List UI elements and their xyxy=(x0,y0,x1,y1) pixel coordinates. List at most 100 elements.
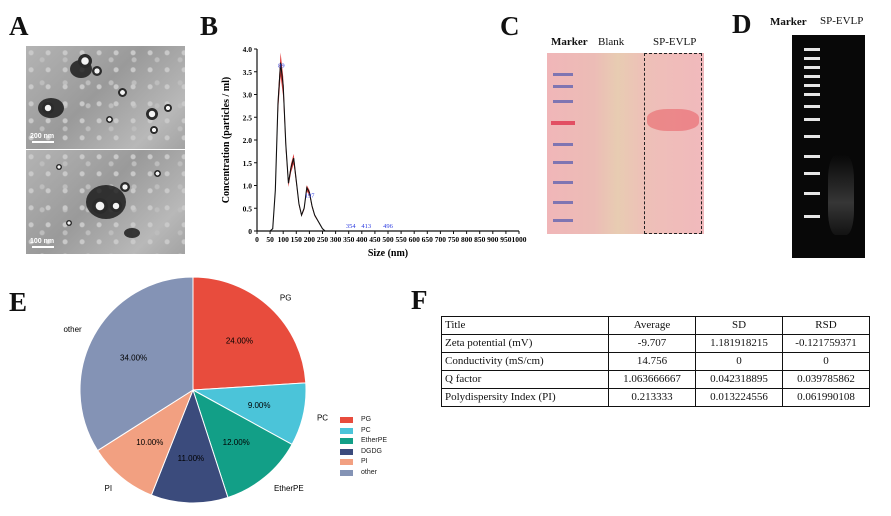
peak-annotation: 496 xyxy=(383,223,394,230)
gel-c-sample-label: SP-EVLP xyxy=(653,36,697,48)
table-cell: 14.756 xyxy=(608,352,696,371)
table-cell: Q factor xyxy=(441,370,609,389)
legend-label: PC xyxy=(361,426,371,434)
x-tick-label: 950 xyxy=(500,235,512,244)
zeta-table: Title Average SD RSD Zeta potential (mV)… xyxy=(441,316,870,407)
table-cell: 0.061990108 xyxy=(782,388,870,407)
table-cell: Conductivity (mS/cm) xyxy=(441,352,609,371)
y-tick-label: 4.0 xyxy=(243,45,253,54)
pie-category-label: PI xyxy=(104,484,112,493)
nta-error-band xyxy=(270,52,519,232)
table-cell: Zeta potential (mV) xyxy=(441,334,609,353)
pie-slice-pg xyxy=(192,276,307,391)
legend-label: PG xyxy=(361,416,372,423)
sds-page-gel xyxy=(547,53,704,234)
x-tick-label: 600 xyxy=(409,235,421,244)
table-cell: 0 xyxy=(695,352,783,371)
x-tick-label: 300 xyxy=(330,235,342,244)
pie-value-label: 12.00% xyxy=(223,438,250,447)
y-tick-label: 0.5 xyxy=(243,204,253,213)
table-row: Conductivity (mS/cm) 14.756 0 0 xyxy=(441,352,870,371)
x-tick-label: 100 xyxy=(278,235,290,244)
pie-slice-other xyxy=(79,276,194,452)
x-tick-label: 350 xyxy=(343,235,355,244)
table-header-row: Title Average SD RSD xyxy=(441,316,870,335)
table-cell: 1.063666667 xyxy=(608,370,696,389)
pie-slice-etherpe xyxy=(192,388,293,499)
tem-image-top: 200 nm xyxy=(26,46,185,149)
gel-c-marker-label: Marker xyxy=(551,36,588,48)
table-cell: -9.707 xyxy=(608,334,696,353)
pie-value-label: 10.00% xyxy=(136,438,163,447)
x-tick-label: 150 xyxy=(291,235,303,244)
x-tick-label: 1000 xyxy=(512,235,527,244)
panel-label-d: D xyxy=(732,9,752,39)
x-tick-label: 50 xyxy=(266,235,274,244)
gel-c-blank-label: Blank xyxy=(598,36,625,48)
table-cell: 0.213333 xyxy=(608,388,696,407)
pie-category-label: PG xyxy=(280,293,292,302)
legend-swatch xyxy=(340,417,353,423)
legend-swatch xyxy=(340,438,353,444)
x-tick-label: 400 xyxy=(356,235,368,244)
y-tick-label: 0 xyxy=(248,227,252,236)
peak-annotation: 354 xyxy=(346,223,357,230)
legend-swatch xyxy=(340,448,353,455)
x-tick-label: 500 xyxy=(382,235,394,244)
y-tick-label: 3.5 xyxy=(243,68,253,77)
nta-chart: 0 50 100 150 200 250 300 350 400 450 500 550 600 650 7… xyxy=(221,45,527,259)
legend-swatch xyxy=(340,459,353,465)
pie-category-label: EtherPE xyxy=(274,484,304,493)
pie-value-label: 24.00% xyxy=(226,337,253,346)
header-sd: SD xyxy=(695,316,783,335)
legend-label: EtherPE xyxy=(361,437,388,444)
y-tick-label: 3.0 xyxy=(243,91,253,100)
x-tick-label: 200 xyxy=(304,235,316,244)
scale-label-top: 200 nm xyxy=(30,133,55,140)
table-row: Zeta potential (mV) -9.707 1.181918215 -… xyxy=(441,334,870,353)
x-tick-label: 650 xyxy=(422,235,434,244)
x-tick-label: 550 xyxy=(395,235,407,244)
panel-label-a: A xyxy=(9,11,29,41)
table-row: Q factor 1.063666667 0.042318895 0.03978… xyxy=(441,370,870,389)
table-cell: -0.121759371 xyxy=(782,334,870,353)
tem-image-bottom: 100 nm xyxy=(26,150,185,254)
y-tick-label: 2.0 xyxy=(243,136,253,145)
pie-slice-dgdg xyxy=(150,388,229,504)
y-tick-label: 1.0 xyxy=(243,182,253,191)
panel-label-b: B xyxy=(200,11,219,41)
nta-mean-line xyxy=(269,62,519,232)
header-rsd: RSD xyxy=(782,316,870,335)
lipid-pie-chart: 24.00%PG9.00%PC12.00%EtherPE11.00%DGDG10… xyxy=(63,276,328,504)
header-title: Title xyxy=(441,316,609,335)
table-row: Polydispersity Index (PI) 0.213333 0.013… xyxy=(441,388,870,407)
gel-d-marker-label: Marker xyxy=(770,16,807,28)
table-cell: 0 xyxy=(782,352,870,371)
y-tick-label: 2.5 xyxy=(243,113,253,122)
y-axis-title: Concentration (particles / ml) xyxy=(221,77,232,203)
table-cell: 1.181918215 xyxy=(695,334,783,353)
peak-annotation: 413 xyxy=(361,223,371,230)
peak-annotation: 197 xyxy=(305,192,316,199)
y-tick-label: 1.5 xyxy=(243,159,253,168)
pie-slice-pi xyxy=(96,388,195,496)
x-axis-title: Size (nm) xyxy=(368,248,408,259)
legend-label: PI xyxy=(361,458,368,465)
table-cell: Polydispersity Index (PI) xyxy=(441,388,609,407)
table-cell: 0.042318895 xyxy=(695,370,783,389)
legend-swatch xyxy=(340,427,353,434)
x-tick-label: 850 xyxy=(474,235,486,244)
panel-label-f: F xyxy=(411,285,428,315)
gel-d-sample-label: SP-EVLP xyxy=(820,15,864,27)
scale-label-bottom: 100 nm xyxy=(30,238,55,245)
pie-value-label: 11.00% xyxy=(178,454,205,463)
x-tick-label: 250 xyxy=(317,235,329,244)
x-tick-label: 0 xyxy=(255,235,259,244)
legend-swatch xyxy=(340,469,353,476)
pie-value-label: 9.00% xyxy=(248,401,271,410)
table-cell: 0.039785862 xyxy=(782,370,870,389)
legend-label: other xyxy=(361,468,377,476)
x-tick-label: 450 xyxy=(369,235,381,244)
agarose-gel xyxy=(792,35,865,258)
pie-value-label: 34.00% xyxy=(120,353,147,362)
